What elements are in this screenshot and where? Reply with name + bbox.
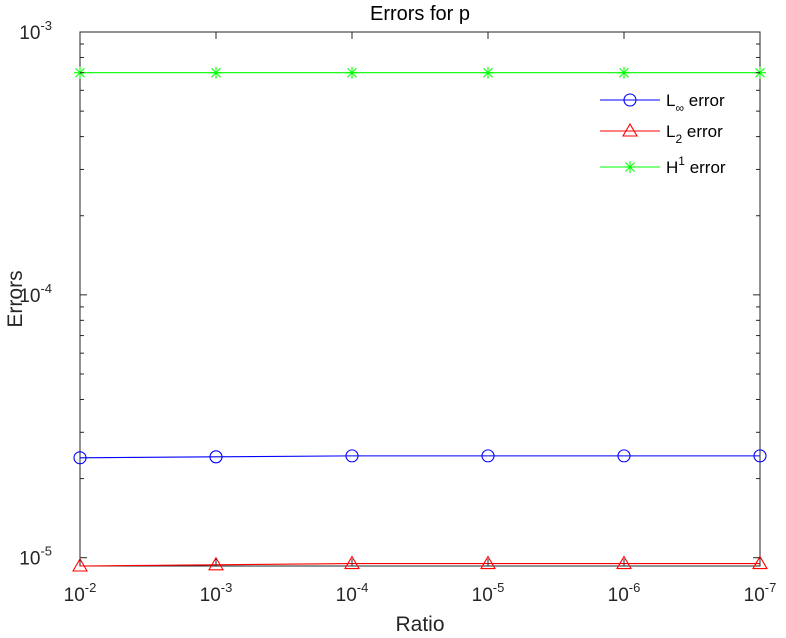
- plot-area: [80, 32, 760, 566]
- data-point-circle: [73, 451, 87, 465]
- series-line: [79, 563, 760, 567]
- star-stroke: [347, 67, 357, 78]
- series-line: [79, 455, 760, 459]
- data-point-circle: [345, 449, 359, 463]
- y-tick-label: 10-4: [19, 281, 52, 307]
- data-point-triangle: [480, 555, 496, 570]
- star-stroke: [619, 67, 629, 78]
- data-point-star: [346, 66, 358, 79]
- x-axis-label: Ratio: [395, 613, 444, 636]
- legend-marker: [623, 93, 637, 107]
- data-point-circle: [209, 450, 223, 464]
- y-axis-label: Errors: [4, 270, 27, 327]
- series-1: [72, 555, 768, 572]
- data-point-circle: [617, 449, 631, 463]
- star-stroke: [625, 162, 635, 172]
- legend-entry: H1 error: [600, 154, 726, 177]
- data-point-star: [210, 66, 222, 79]
- axes: [79, 31, 761, 567]
- axes-box: [79, 31, 761, 567]
- data-point-triangle: [616, 555, 632, 570]
- y-tick-label: 10-3: [19, 18, 52, 44]
- legend-entry: L2 error: [600, 122, 723, 146]
- x-tick-label: 10-4: [336, 580, 369, 606]
- data-point-circle: [481, 449, 495, 463]
- series-0: [73, 449, 767, 465]
- data-point-triangle: [208, 556, 224, 571]
- legend-label: H1 error: [666, 154, 726, 177]
- x-tick-label: 10-2: [64, 580, 97, 606]
- x-tick-label: 10-3: [200, 580, 233, 606]
- data-point-star: [482, 66, 494, 79]
- x-tick-label: 10-5: [472, 580, 505, 606]
- legend-entry: L∞ error: [600, 91, 725, 115]
- y-tick-label: 10-5: [19, 544, 52, 570]
- x-tick-label: 10-6: [608, 580, 641, 606]
- star-stroke: [211, 67, 221, 78]
- legend-label: L2 error: [666, 122, 723, 146]
- data-point-triangle: [344, 555, 360, 570]
- legend: L∞ error L2 error H1 error: [600, 91, 726, 177]
- data-point-triangle: [752, 555, 768, 570]
- data-point-star: [618, 66, 630, 79]
- chart-title: Errors for p: [370, 3, 470, 25]
- data-point-circle: [753, 449, 767, 463]
- star-stroke: [483, 67, 493, 78]
- series-layer: [72, 66, 768, 572]
- x-tick-label: 10-7: [744, 580, 777, 606]
- legend-marker: [624, 161, 636, 173]
- legend-marker: [622, 122, 638, 137]
- legend-label: L∞ error: [666, 91, 725, 115]
- ticks-layer: 10-2 10-3 10-4 10-5 10-6 10-7 10-3 10-4 10-5: [19, 18, 776, 606]
- data-point-triangle: [72, 557, 88, 572]
